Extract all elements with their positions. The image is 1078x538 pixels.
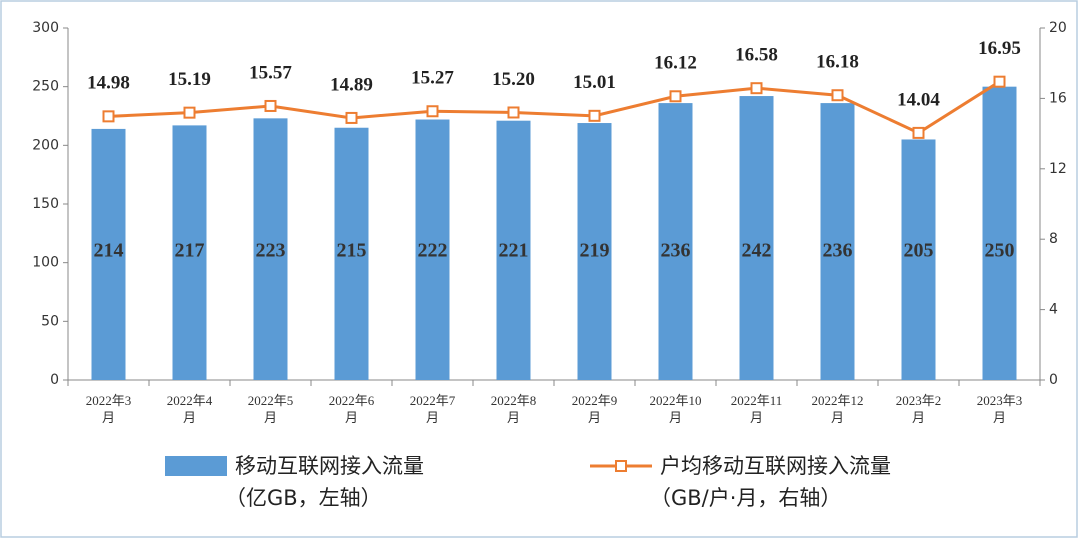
line-value-label: 15.57	[249, 62, 292, 83]
x-tick-label: 2022年4月	[166, 393, 213, 425]
legend-unit: （GB/户·月，右轴）	[650, 486, 842, 510]
line-marker	[831, 89, 844, 102]
legend-swatch	[165, 456, 227, 476]
x-tick-label: 2022年12月	[811, 393, 864, 425]
line-marker	[507, 106, 520, 119]
bar-value-label: 223	[256, 240, 286, 262]
bar-value-label: 215	[337, 240, 367, 262]
line-marker	[183, 106, 196, 119]
y-tick-label: 150	[32, 196, 59, 212]
y2-tick-label: 0	[1049, 372, 1058, 388]
x-tick-label: 2022年10月	[649, 393, 702, 425]
x-tick-label: 2022年6月	[328, 393, 375, 425]
bar-value-label: 250	[985, 240, 1015, 262]
line-value-label: 15.19	[168, 69, 211, 90]
y-tick-label: 0	[50, 372, 59, 388]
line-value-label: 16.18	[816, 52, 859, 73]
bar-value-label: 214	[94, 240, 124, 262]
bar	[901, 139, 936, 380]
bar	[91, 128, 126, 380]
line-value-label: 15.01	[573, 72, 616, 93]
bar	[982, 86, 1017, 381]
y-tick-label: 200	[32, 137, 59, 153]
line-value-label: 14.04	[897, 89, 940, 110]
x-tick-label: 2022年3月	[85, 393, 132, 425]
bar	[172, 125, 207, 381]
line-value-label: 14.89	[330, 74, 373, 95]
bar	[253, 118, 288, 380]
y2-tick-label: 8	[1049, 231, 1058, 247]
bar-value-label: 242	[742, 240, 772, 262]
bar-value-label: 217	[175, 240, 205, 262]
bar-value-label: 236	[661, 240, 691, 262]
y-tick-label: 100	[32, 255, 59, 271]
line-value-label: 16.12	[654, 53, 697, 74]
y2-tick-label: 4	[1049, 302, 1058, 318]
line-marker	[993, 75, 1006, 88]
line	[108, 80, 1001, 135]
bar-value-label: 205	[904, 240, 934, 262]
legend-swatch-marker	[615, 460, 627, 472]
y-tick-label: 250	[32, 79, 59, 95]
line-marker	[912, 126, 925, 139]
bar	[739, 96, 774, 380]
line-value-label: 16.95	[978, 38, 1021, 59]
x-tick-label: 2022年7月	[409, 393, 456, 425]
line-marker	[102, 110, 115, 123]
y2-tick-label: 12	[1049, 161, 1067, 177]
y-tick-label: 300	[32, 20, 59, 36]
legend-label: 户均移动互联网接入流量	[660, 454, 891, 478]
line-marker	[750, 82, 763, 95]
x-tick-label: 2022年8月	[490, 393, 537, 425]
x-tick-label: 2022年11月	[730, 393, 783, 425]
legend-label: 移动互联网接入流量	[235, 454, 424, 478]
y2-tick-label: 20	[1049, 20, 1067, 36]
bar-value-label: 236	[823, 240, 853, 262]
bar-value-label: 222	[418, 240, 448, 262]
legend-unit: （亿GB，左轴）	[225, 486, 382, 510]
line-value-label: 15.27	[411, 68, 454, 89]
line-value-label: 16.58	[735, 45, 778, 66]
x-tick-label: 2023年3月	[976, 393, 1023, 425]
line-marker	[345, 111, 358, 124]
line-marker	[426, 105, 439, 118]
bar-value-label: 221	[499, 240, 529, 262]
bar	[415, 119, 450, 381]
line-value-label: 14.98	[87, 73, 130, 94]
bar	[334, 127, 369, 380]
x-tick-label: 2022年5月	[247, 393, 294, 425]
y2-tick-label: 16	[1049, 90, 1067, 106]
bar	[496, 120, 531, 381]
bar	[820, 103, 855, 381]
x-tick-label: 2022年9月	[571, 393, 618, 425]
bar-value-label: 219	[580, 240, 610, 262]
line-value-label: 15.20	[492, 69, 535, 90]
x-tick-label: 2023年2月	[895, 393, 942, 425]
line-marker	[588, 109, 601, 122]
line-marker	[669, 90, 682, 103]
bar	[577, 123, 612, 380]
line-marker	[264, 99, 277, 112]
y-tick-label: 50	[41, 313, 59, 329]
bar	[658, 103, 693, 381]
